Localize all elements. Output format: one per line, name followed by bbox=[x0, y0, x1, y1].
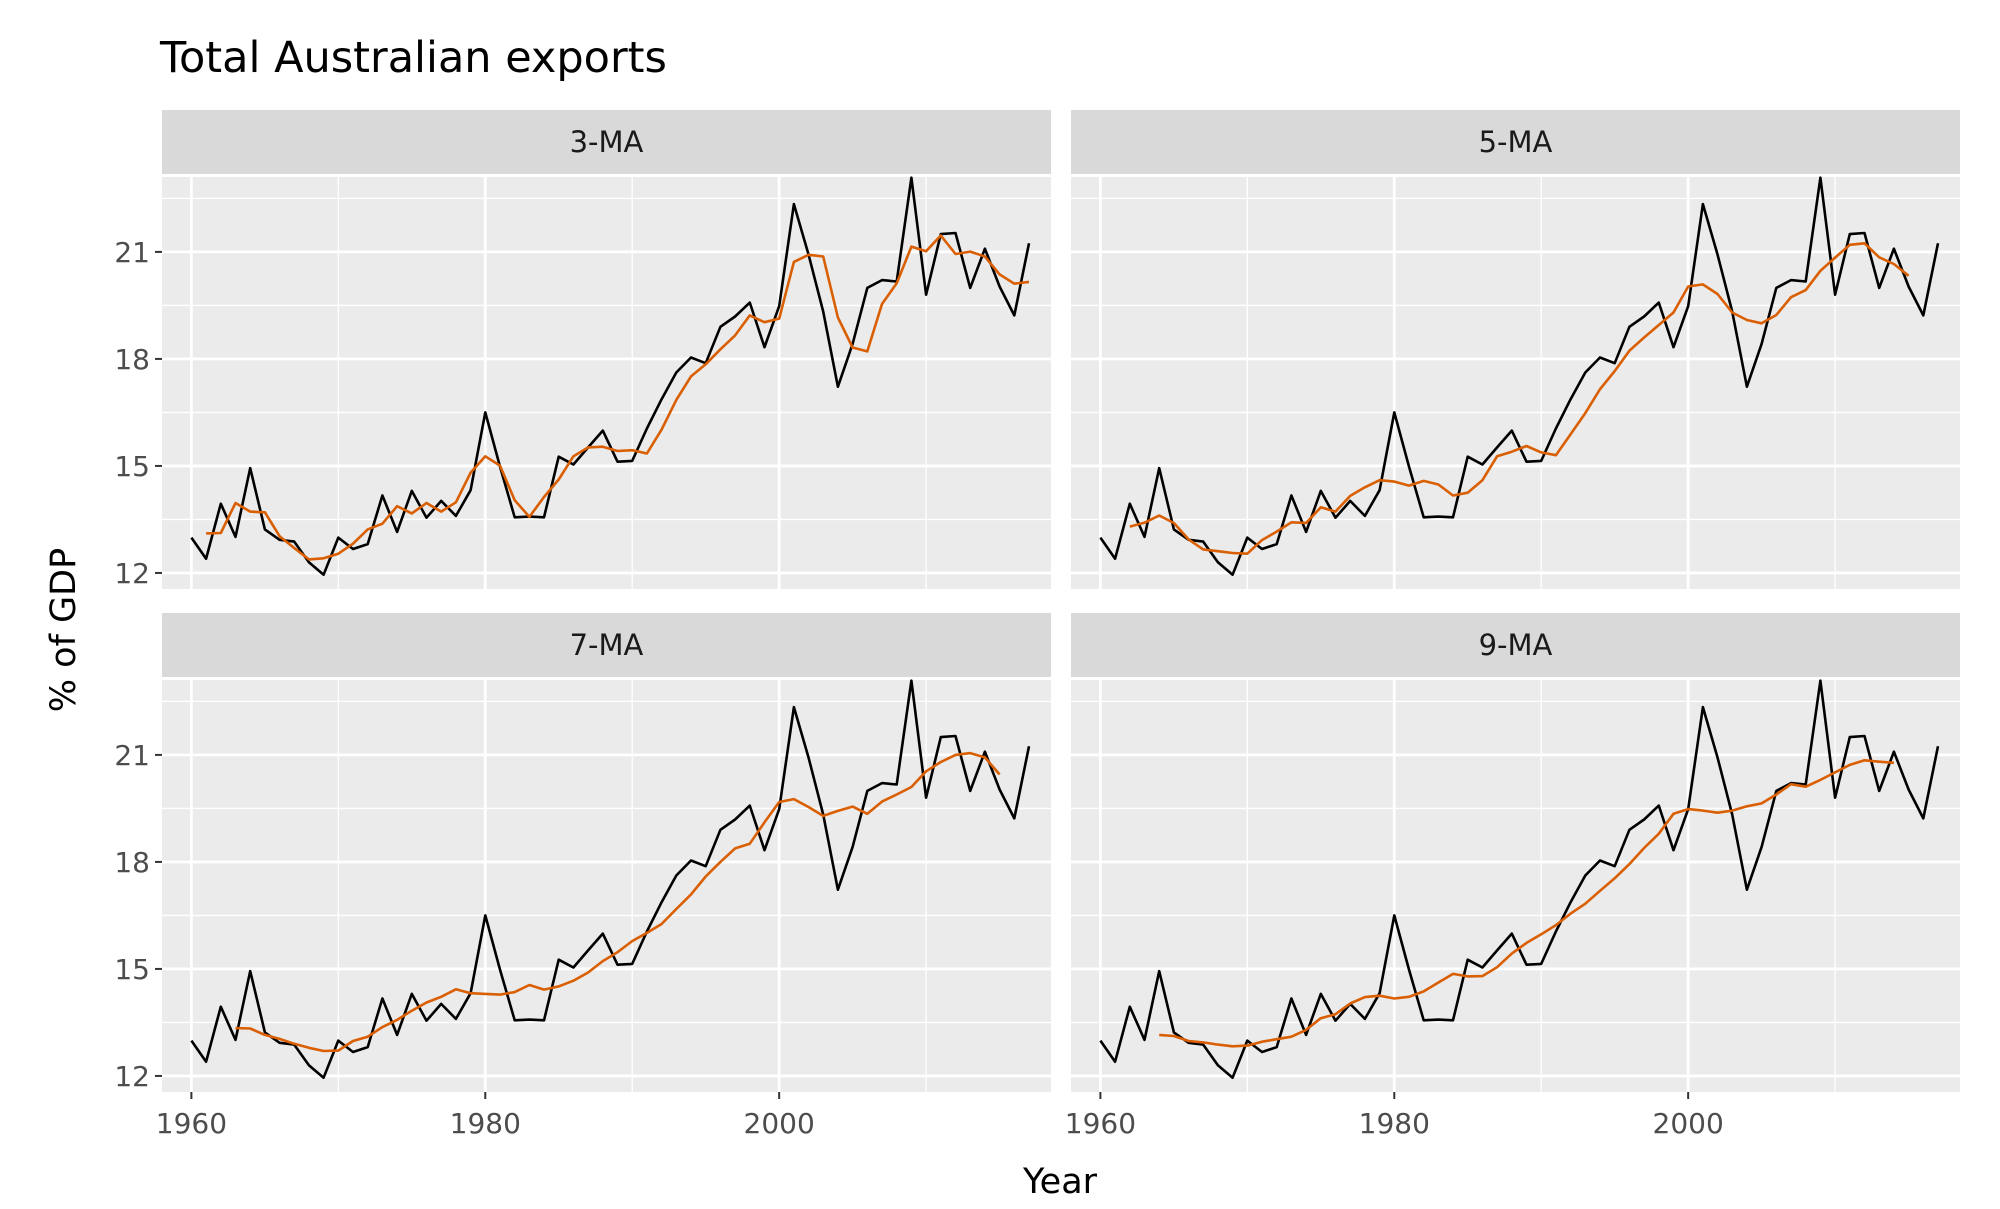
chart-title: Total Australian exports bbox=[159, 33, 667, 83]
facet-strip bbox=[1071, 110, 1960, 174]
x-tick-label: 1980 bbox=[450, 1107, 521, 1140]
panel-background bbox=[1071, 177, 1960, 589]
facet-panels: 3-MA 12 15 18 21 5-MA 7-MA 12 15 18 21 1960 1980 2000… bbox=[114, 110, 1960, 1140]
x-tick-label: 1980 bbox=[1359, 1107, 1430, 1140]
y-axis-title: % of GDP bbox=[44, 548, 84, 712]
facet-strip-label: 3-MA bbox=[570, 125, 644, 159]
series-moving-average-line bbox=[206, 234, 1030, 561]
panel-background bbox=[1071, 680, 1960, 1092]
y-tick-label: 15 bbox=[114, 953, 150, 986]
series-exports-line bbox=[190, 679, 1031, 1079]
facet-strip bbox=[162, 110, 1051, 174]
facet-strip-label: 5-MA bbox=[1479, 125, 1553, 159]
y-tick-label: 18 bbox=[114, 343, 150, 376]
x-axis-title: Year bbox=[1022, 1162, 1098, 1202]
facet-strip bbox=[162, 613, 1051, 677]
y-tick-label: 21 bbox=[114, 739, 150, 772]
y-tick-label: 12 bbox=[114, 1060, 150, 1093]
x-tick-label: 2000 bbox=[744, 1107, 815, 1140]
y-tick-label: 18 bbox=[114, 846, 150, 879]
x-tick-label: 1960 bbox=[156, 1107, 227, 1140]
series-moving-average-line bbox=[1159, 758, 1894, 1048]
facet-strip-label: 9-MA bbox=[1479, 628, 1553, 662]
x-tick-label: 1960 bbox=[1065, 1107, 1136, 1140]
series-moving-average-line bbox=[1129, 242, 1910, 556]
facet-strip bbox=[1071, 613, 1960, 677]
facet-strip-label: 7-MA bbox=[570, 628, 644, 662]
facet-9-ma: 9-MA 1960 1980 2000 bbox=[1065, 613, 1960, 1140]
x-tick-label: 2000 bbox=[1653, 1107, 1724, 1140]
panel-background bbox=[162, 177, 1051, 589]
series-moving-average-line bbox=[235, 751, 1001, 1053]
panel-background bbox=[162, 680, 1051, 1092]
facet-5-ma: 5-MA bbox=[1071, 110, 1960, 589]
y-tick-label: 12 bbox=[114, 557, 150, 590]
y-tick-label: 15 bbox=[114, 450, 150, 483]
facet-3-ma: 3-MA 12 15 18 21 bbox=[114, 110, 1051, 590]
y-tick-label: 21 bbox=[114, 236, 150, 269]
facet-7-ma: 7-MA 12 15 18 21 1960 1980 2000 bbox=[114, 613, 1051, 1140]
series-exports-line bbox=[1099, 176, 1940, 577]
